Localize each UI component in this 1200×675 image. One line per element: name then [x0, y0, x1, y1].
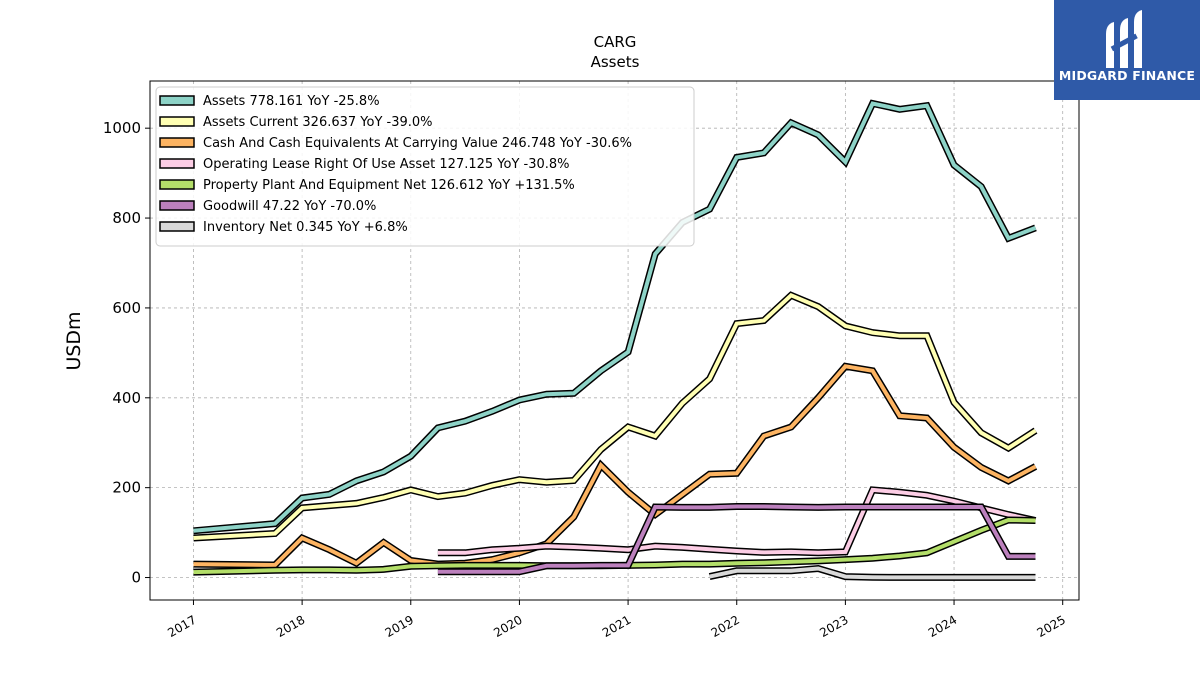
series-line-5	[193, 516, 1036, 576]
series-line-3	[193, 362, 1038, 569]
legend-swatch	[159, 95, 195, 106]
series-line-4	[437, 486, 1037, 557]
y-tick-label: 0	[131, 569, 141, 587]
y-tick-label: 600	[112, 299, 141, 317]
legend-swatch	[159, 158, 195, 169]
legend: Assets 778.161 YoY -25.8% Assets Current …	[155, 86, 695, 247]
series-line-7	[708, 564, 1036, 581]
x-tick-label: 2025	[1035, 613, 1068, 640]
x-tick-label: 2024	[926, 613, 959, 640]
logo-text: MIDGARD FINANCE	[1058, 68, 1196, 83]
series-stroke	[437, 487, 1036, 555]
y-axis: 0 200 400 600 800 1000	[103, 119, 150, 587]
series-stroke	[193, 101, 1037, 533]
x-tick-label: 2018	[274, 613, 307, 640]
series-line-1	[193, 99, 1037, 535]
series-stroke	[193, 364, 1037, 568]
x-tick-label: 2022	[709, 613, 742, 640]
series-outline	[193, 362, 1038, 569]
series-stroke	[709, 566, 1036, 580]
series-stroke	[193, 292, 1037, 540]
series-stroke	[437, 504, 1036, 574]
y-axis-label: USDm	[63, 311, 85, 370]
x-tick-label: 2023	[817, 613, 850, 640]
legend-swatch	[159, 137, 195, 148]
legend-label: Assets Current 326.637 YoY -39.0%	[203, 115, 433, 130]
legend-label: Operating Lease Right Of Use Asset 127.1…	[203, 157, 570, 172]
y-tick-label: 200	[112, 479, 141, 497]
y-tick-label: 1000	[103, 119, 141, 137]
legend-swatch	[159, 221, 195, 232]
legend-box	[155, 86, 695, 247]
series-stroke	[193, 517, 1036, 575]
brand-logo: MIDGARD FINANCE	[1054, 0, 1200, 100]
x-tick-label: 2017	[165, 613, 198, 640]
x-tick-label: 2021	[600, 613, 633, 640]
legend-label: Assets 778.161 YoY -25.8%	[203, 94, 380, 109]
chart-title: CARG	[594, 33, 637, 51]
legend-label: Cash And Cash Equivalents At Carrying Va…	[203, 136, 632, 151]
chart-subtitle: Assets	[591, 53, 640, 71]
legend-label: Goodwill 47.22 YoY -70.0%	[203, 199, 376, 214]
legend-swatch	[159, 179, 195, 190]
legend-label: Inventory Net 0.345 YoY +6.8%	[203, 220, 408, 235]
plot-series	[193, 99, 1038, 581]
legend-label: Property Plant And Equipment Net 126.612…	[203, 178, 575, 193]
x-tick-label: 2019	[383, 613, 416, 640]
series-line-2	[193, 291, 1038, 542]
legend-swatch	[159, 200, 195, 211]
y-tick-label: 800	[112, 209, 141, 227]
y-tick-label: 400	[112, 389, 141, 407]
x-tick-label: 2020	[491, 613, 524, 640]
series-line-6	[437, 503, 1036, 576]
plot-frame	[149, 80, 1080, 601]
x-axis: 2017 2018 2019 2020 2021 2022 2023 2024 2025	[165, 600, 1068, 640]
legend-swatch	[159, 116, 195, 127]
logo-mark-icon	[1106, 10, 1142, 68]
